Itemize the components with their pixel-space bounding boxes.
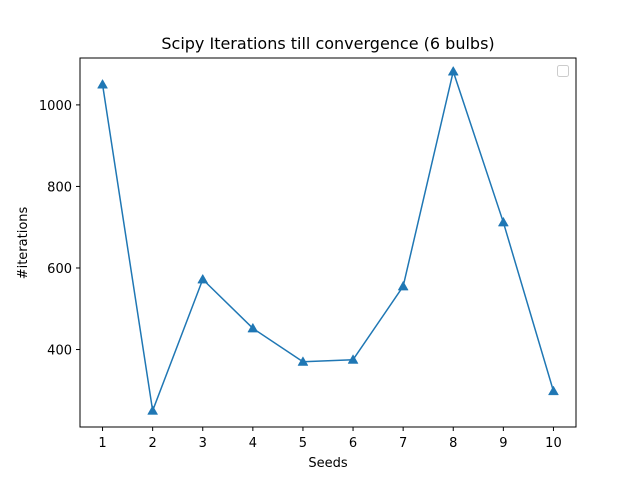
x-tick-label: 4 <box>249 436 257 451</box>
x-tick-label: 8 <box>449 436 457 451</box>
data-point-marker <box>97 78 108 89</box>
data-point-marker <box>347 354 359 364</box>
data-point-marker <box>397 280 409 291</box>
y-tick-label: 1000 <box>39 99 72 114</box>
x-tick-label: 5 <box>299 436 307 451</box>
y-tick-label: 400 <box>47 344 72 359</box>
chart-title: Scipy Iterations till convergence (6 bul… <box>161 34 494 53</box>
series-layer <box>97 65 559 415</box>
plot-frame <box>79 57 577 428</box>
x-tick-label: 2 <box>149 436 157 451</box>
y-axis-label: #iterations <box>16 206 31 279</box>
data-point-marker <box>297 356 309 366</box>
y-tick-label: 800 <box>47 180 72 195</box>
x-tick-label: 6 <box>349 436 357 451</box>
data-point-marker <box>197 273 209 284</box>
legend-box <box>557 65 569 77</box>
x-axis-ticks: 1 2 3 4 5 6 7 8 9 10 <box>98 427 562 451</box>
data-point-marker <box>247 322 259 333</box>
x-axis-label: Seeds <box>308 456 348 471</box>
y-tick-label: 600 <box>47 262 72 277</box>
data-point-marker <box>147 405 159 415</box>
x-tick-label: 3 <box>199 436 207 451</box>
data-point-marker <box>548 385 559 396</box>
x-tick-label: 7 <box>399 436 407 451</box>
x-tick-label: 1 <box>98 436 106 451</box>
series-line <box>101 70 555 412</box>
data-point-marker <box>447 65 459 76</box>
x-tick-label: 10 <box>545 436 562 451</box>
x-tick-label: 9 <box>499 436 507 451</box>
y-axis-ticks: 400 600 800 1000 <box>39 99 80 359</box>
data-point-marker <box>497 216 509 227</box>
